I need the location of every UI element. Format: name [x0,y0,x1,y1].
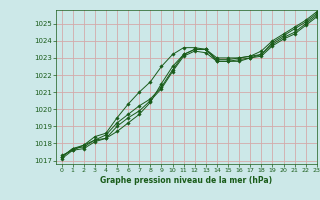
X-axis label: Graphe pression niveau de la mer (hPa): Graphe pression niveau de la mer (hPa) [100,176,272,185]
